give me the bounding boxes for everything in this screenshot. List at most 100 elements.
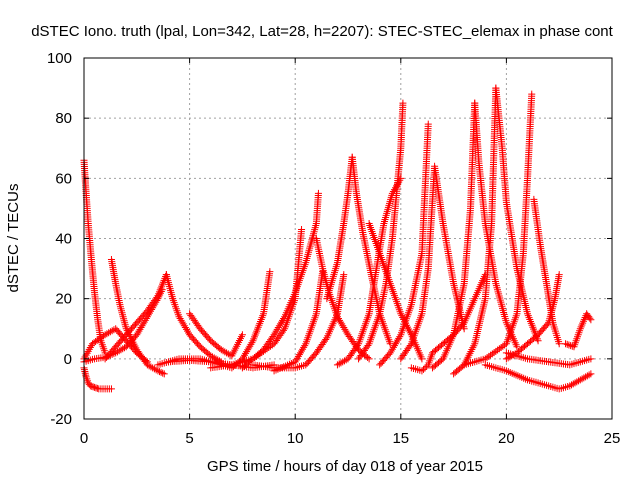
data-point: [239, 353, 247, 361]
data-point: [279, 326, 287, 334]
data-point: [115, 347, 123, 355]
data-series: [492, 84, 542, 345]
x-tick-label: 0: [80, 430, 88, 447]
data-point: [492, 347, 500, 355]
data-series: [428, 99, 479, 372]
data-point: [210, 354, 218, 362]
data-point: [334, 315, 342, 323]
data-point: [562, 340, 570, 348]
data-series: [530, 195, 563, 348]
data-point: [113, 348, 121, 356]
data-series: [502, 271, 563, 363]
data-point: [364, 354, 372, 362]
data-point: [571, 379, 579, 387]
data-point: [392, 340, 400, 348]
data-series: [450, 84, 500, 378]
data-point: [274, 324, 282, 332]
data-point: [586, 314, 594, 322]
data-point: [339, 358, 347, 366]
data-series: [186, 310, 246, 360]
data-point: [337, 318, 345, 326]
data-point: [424, 120, 432, 128]
data-point: [365, 355, 373, 363]
data-series: [397, 162, 468, 363]
data-point: [576, 376, 584, 384]
data-point: [495, 345, 503, 353]
data-point: [217, 346, 225, 354]
data-point: [175, 313, 183, 321]
data-point: [336, 316, 344, 324]
y-tick-label: 80: [55, 110, 72, 127]
data-point: [273, 325, 281, 333]
x-tick-label: 20: [498, 430, 515, 447]
data-point: [502, 355, 510, 363]
data-point: [296, 349, 304, 357]
data-point: [393, 338, 401, 346]
data-series: [107, 256, 168, 378]
data-point: [573, 378, 581, 386]
data-point: [388, 345, 396, 353]
data-series: [323, 153, 356, 303]
data-point: [136, 325, 144, 333]
data-point: [585, 371, 593, 379]
data-series: [355, 99, 407, 363]
data-point: [294, 352, 302, 360]
data-point: [396, 333, 404, 341]
data-point: [266, 268, 274, 276]
data-point: [134, 329, 142, 337]
data-point: [389, 343, 397, 351]
data-point: [101, 331, 109, 339]
data-point: [223, 349, 231, 357]
data-series: [460, 90, 536, 369]
data-point: [276, 320, 284, 328]
data-series: [407, 271, 489, 375]
data-point: [485, 352, 493, 360]
data-point: [177, 316, 185, 324]
y-tick-label: 100: [47, 50, 72, 67]
data-point: [150, 365, 158, 373]
data-point: [390, 342, 398, 350]
y-tick-label: 0: [64, 351, 72, 368]
data-point: [248, 339, 256, 347]
data-series: [238, 189, 322, 372]
data-point: [219, 347, 227, 355]
data-series: [80, 286, 166, 366]
data-point: [341, 325, 349, 333]
data-point: [575, 377, 583, 385]
data-point: [534, 337, 542, 345]
data-point: [483, 354, 491, 362]
data-point: [293, 354, 301, 362]
data-point: [110, 326, 118, 334]
data-point: [292, 356, 300, 364]
data-point: [569, 380, 577, 388]
data-point: [340, 324, 348, 332]
data-point: [241, 351, 249, 359]
data-point: [494, 346, 502, 354]
data-series: [80, 156, 109, 357]
data-series: [162, 271, 225, 366]
data-point: [181, 324, 189, 332]
data-point: [142, 357, 150, 365]
data-point: [395, 334, 403, 342]
data-point: [243, 348, 251, 356]
data-point: [133, 331, 141, 339]
data-point: [300, 343, 308, 351]
data-point: [555, 271, 563, 279]
data-point: [245, 344, 253, 352]
y-tick-label: -20: [50, 411, 72, 428]
data-point: [566, 382, 574, 390]
data-point: [387, 347, 395, 355]
chart-title: dSTEC Iono. truth (lpal, Lon=342, Lat=28…: [31, 23, 613, 40]
data-point: [238, 331, 246, 339]
data-point: [103, 330, 111, 338]
grid-lines: [84, 58, 612, 419]
data-point: [420, 365, 428, 373]
data-point: [394, 336, 402, 344]
data-point: [490, 349, 498, 357]
data-point: [563, 340, 571, 348]
data-point: [93, 384, 101, 392]
data-point: [242, 349, 250, 357]
data-point: [107, 385, 115, 393]
plot-frame: [83, 57, 613, 420]
